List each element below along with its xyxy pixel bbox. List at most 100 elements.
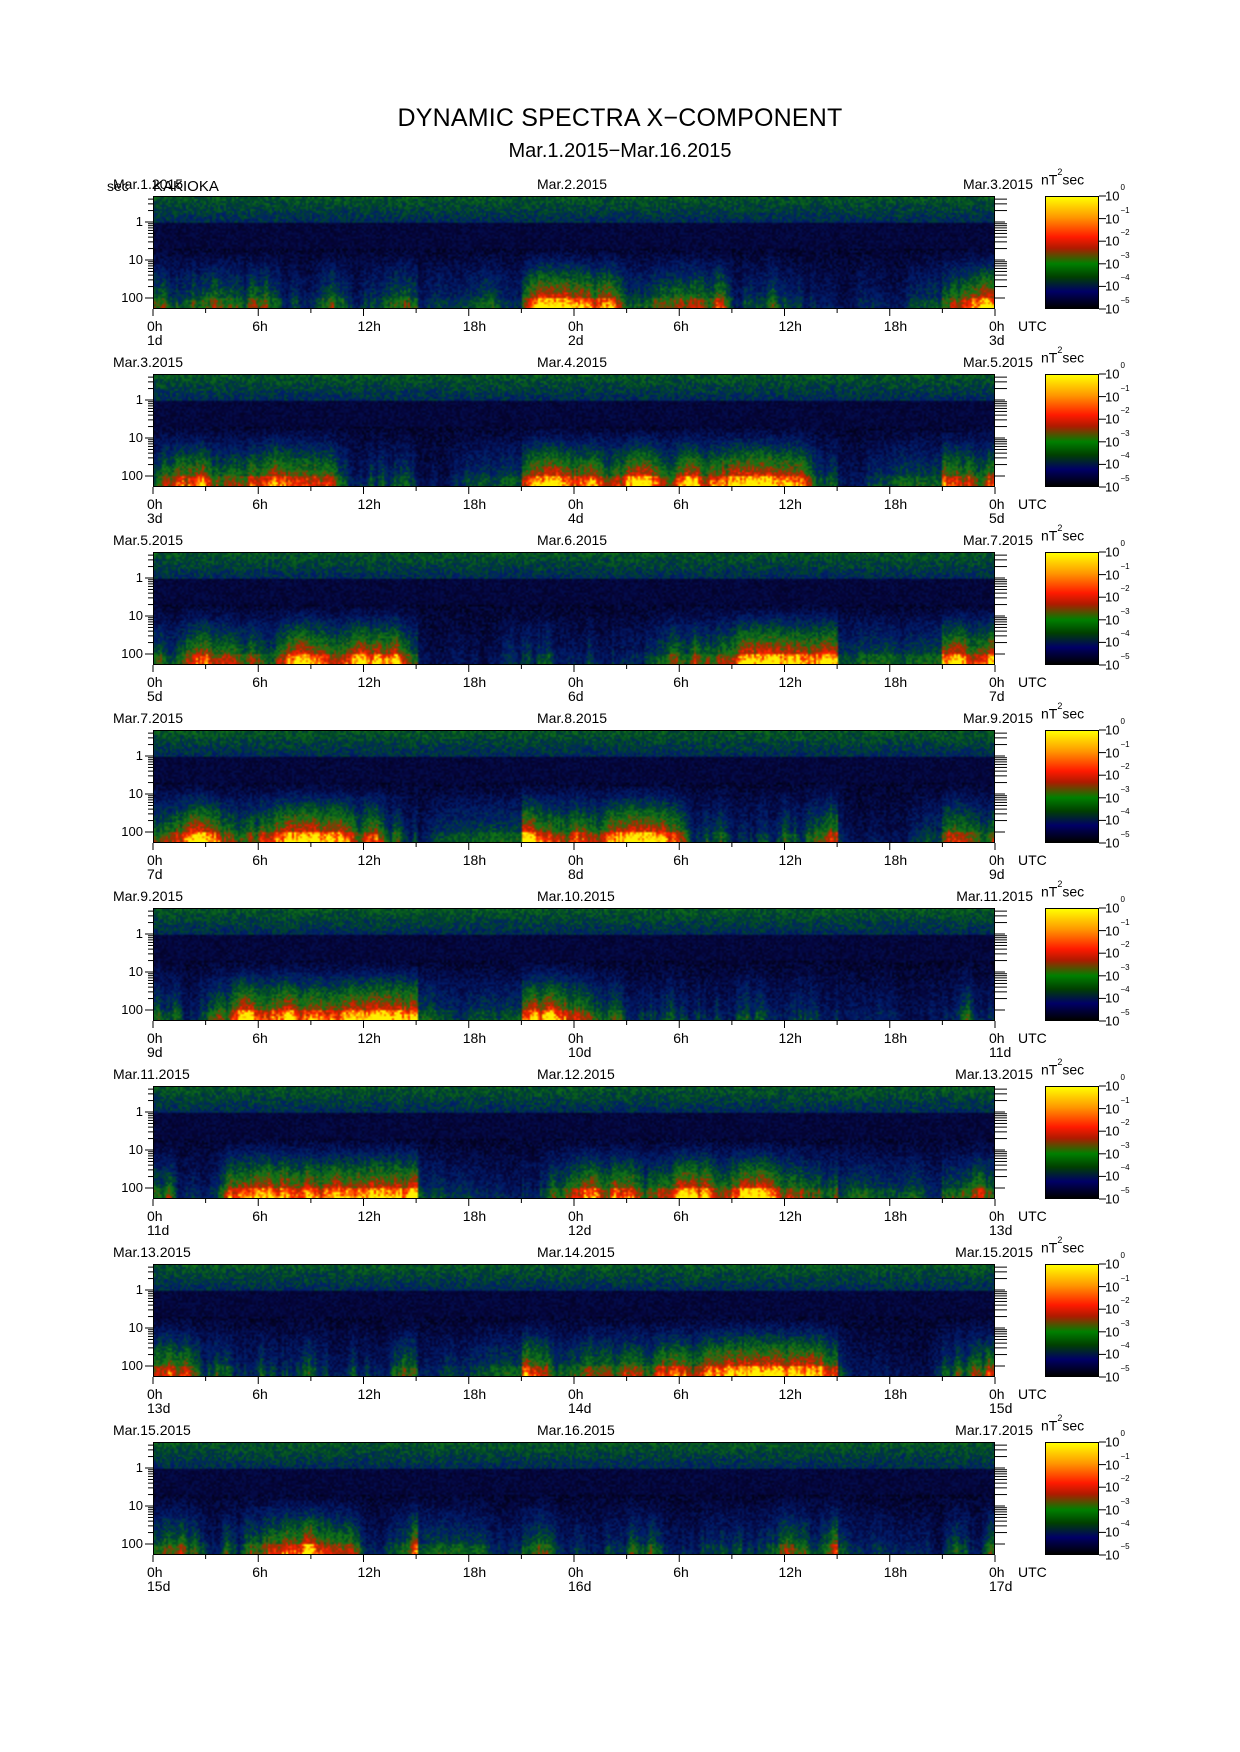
colorbar-tick-label: 10−4 [1105, 1341, 1130, 1361]
chart-subtitle: Mar.1.2015−Mar.16.2015 [508, 140, 732, 162]
x-tick-label: 0h [989, 1386, 1005, 1402]
x-tick-label: 18h [883, 1564, 908, 1580]
x-tick-label: 18h [462, 318, 487, 334]
colorbar-unit-exponent: 2 [1057, 523, 1063, 533]
utc-label: UTC [1018, 852, 1047, 868]
colorbar-tick-base: 10 [1105, 1146, 1120, 1162]
colorbar-tick-exponent: −4 [1120, 1519, 1130, 1529]
colorbar-tick-base: 10 [1105, 968, 1120, 984]
colorbar-tick-label: 10−1 [1105, 562, 1130, 582]
y-tick-label: 1 [135, 1460, 143, 1475]
colorbar-tick-exponent: −3 [1120, 606, 1130, 616]
colorbar-tick-exponent: −5 [1120, 1008, 1130, 1017]
panel-start-date: Mar.5.2015 [113, 532, 184, 548]
colorbar-tick-label: 10−5 [1105, 296, 1130, 316]
colorbar-tick-label: 10−1 [1105, 1096, 1130, 1116]
colorbar-unit-label: nT2sec [1041, 1413, 1084, 1434]
colorbar-tick-exponent: −1 [1120, 1095, 1130, 1105]
colorbar-tick-label: 10−3 [1105, 1497, 1130, 1517]
spectrum-panel: Mar.1.2015 Mar.2.2015 Mar.3.2015 nT2sec 1 10 1… [0, 167, 1240, 349]
colorbar-tick-base: 10 [1105, 612, 1120, 628]
colorbar-tick-base: 10 [1105, 589, 1120, 605]
y-tick-label: 10 [128, 964, 143, 979]
colorbar-tick-label: 10−1 [1105, 740, 1130, 760]
x-tick-label: 0h [568, 496, 584, 512]
x-tick-label: 6h [252, 1208, 268, 1224]
panel-mid-date: Mar.16.2015 [537, 1422, 615, 1438]
colorbar-tick-label: 10−5 [1105, 830, 1130, 850]
colorbar-unit-text: nT [1041, 1061, 1058, 1078]
spectrogram-plot [153, 908, 995, 1021]
y-tick-label: 100 [121, 824, 143, 839]
panel-end-date: Mar.13.2015 [955, 1066, 1033, 1082]
colorbar-tick-exponent: −3 [1120, 428, 1130, 438]
spectrogram-plot [153, 552, 995, 665]
spectrum-panel: Mar.5.2015 Mar.6.2015 Mar.7.2015 nT2sec 1 10 1… [0, 523, 1240, 705]
colorbar-unit-tail: sec [1062, 349, 1085, 366]
y-tick-label: 1 [135, 570, 143, 585]
x-tick-label: 0h [147, 496, 163, 512]
colorbar-tick-exponent: 0 [1120, 361, 1125, 370]
colorbar-unit-tail: sec [1062, 883, 1085, 900]
y-tick-label: 10 [128, 1142, 143, 1157]
colorbar-tick-exponent: −5 [1120, 296, 1130, 305]
x-tick-label: 6h [252, 1030, 268, 1046]
colorbar-tick-exponent: 0 [1120, 1429, 1125, 1438]
x-tick-label: 18h [462, 852, 487, 868]
colorbar-tick-label: 10−2 [1105, 1296, 1130, 1316]
colorbar-tick-label: 10−4 [1105, 273, 1130, 293]
colorbar-unit-label: nT2sec [1041, 167, 1084, 188]
colorbar-tick-base: 10 [1105, 188, 1120, 204]
x-tick-label: 6h [673, 1386, 689, 1402]
colorbar-tick-base: 10 [1105, 1078, 1120, 1094]
x-tick-label: 0h [147, 852, 163, 868]
colorbar-unit-text: nT [1041, 349, 1058, 366]
colorbar-tick-exponent: −1 [1120, 739, 1130, 749]
colorbar-tick-exponent: −2 [1120, 228, 1130, 238]
colorbar-tick-base: 10 [1105, 1278, 1120, 1294]
y-tick-label: 100 [121, 1536, 143, 1551]
day-label: 4d [568, 510, 584, 526]
colorbar-tick-label: 10−3 [1105, 963, 1130, 984]
colorbar [1045, 196, 1099, 309]
colorbar-unit-label: nT2sec [1041, 879, 1085, 900]
colorbar-tick-label: 10−1 [1105, 918, 1130, 938]
panel-mid-date: Mar.10.2015 [537, 888, 615, 904]
x-tick-label: 12h [357, 1386, 381, 1402]
x-tick-label: 0h [147, 1386, 163, 1402]
colorbar-tick-exponent: −1 [1120, 205, 1130, 215]
colorbar-tick-label: 10−3 [1105, 1319, 1130, 1339]
x-tick-label: 0h [989, 1208, 1005, 1224]
x-tick-label: 18h [883, 1386, 908, 1402]
colorbar-tick-label: 10−2 [1105, 228, 1130, 249]
x-tick-label: 6h [252, 1386, 268, 1402]
x-tick-label: 0h [147, 674, 163, 690]
colorbar-tick-base: 10 [1105, 233, 1120, 249]
y-tick-label: 10 [128, 1320, 143, 1335]
colorbar-tick-exponent: −1 [1120, 1273, 1130, 1283]
colorbar-tick-exponent: −4 [1120, 273, 1130, 283]
colorbar-tick-exponent: −5 [1120, 1542, 1130, 1551]
colorbar-tick-label: 10−2 [1105, 1118, 1130, 1138]
day-label: 8d [568, 866, 584, 882]
utc-label: UTC [1018, 496, 1047, 512]
panel-axes [145, 195, 1106, 316]
colorbar-tick-label: 100 [1105, 539, 1125, 559]
colorbar-tick-label: 10−5 [1105, 1542, 1130, 1562]
panel-mid-date: Mar.8.2015 [537, 710, 608, 726]
colorbar [1045, 908, 1099, 1021]
x-tick-label: 12h [778, 1564, 802, 1580]
x-tick-label: 0h [989, 674, 1005, 690]
colorbar-tick-label: 10−2 [1105, 584, 1130, 605]
panel-axes [145, 1085, 1106, 1206]
colorbar-tick-exponent: −4 [1120, 629, 1130, 639]
x-tick-label: 0h [568, 852, 584, 868]
spectrogram-heatmap [154, 553, 994, 664]
panel-start-date: Mar.13.2015 [113, 1244, 191, 1260]
x-tick-label: 0h [989, 1030, 1005, 1046]
colorbar-tick-base: 10 [1105, 922, 1120, 938]
spectrum-panel: Mar.9.2015 Mar.10.2015 Mar.11.2015 nT2sec 1 1… [0, 879, 1240, 1061]
colorbar-tick-base: 10 [1105, 566, 1120, 582]
colorbar-tick-label: 100 [1105, 1429, 1125, 1449]
colorbar [1045, 1264, 1099, 1377]
